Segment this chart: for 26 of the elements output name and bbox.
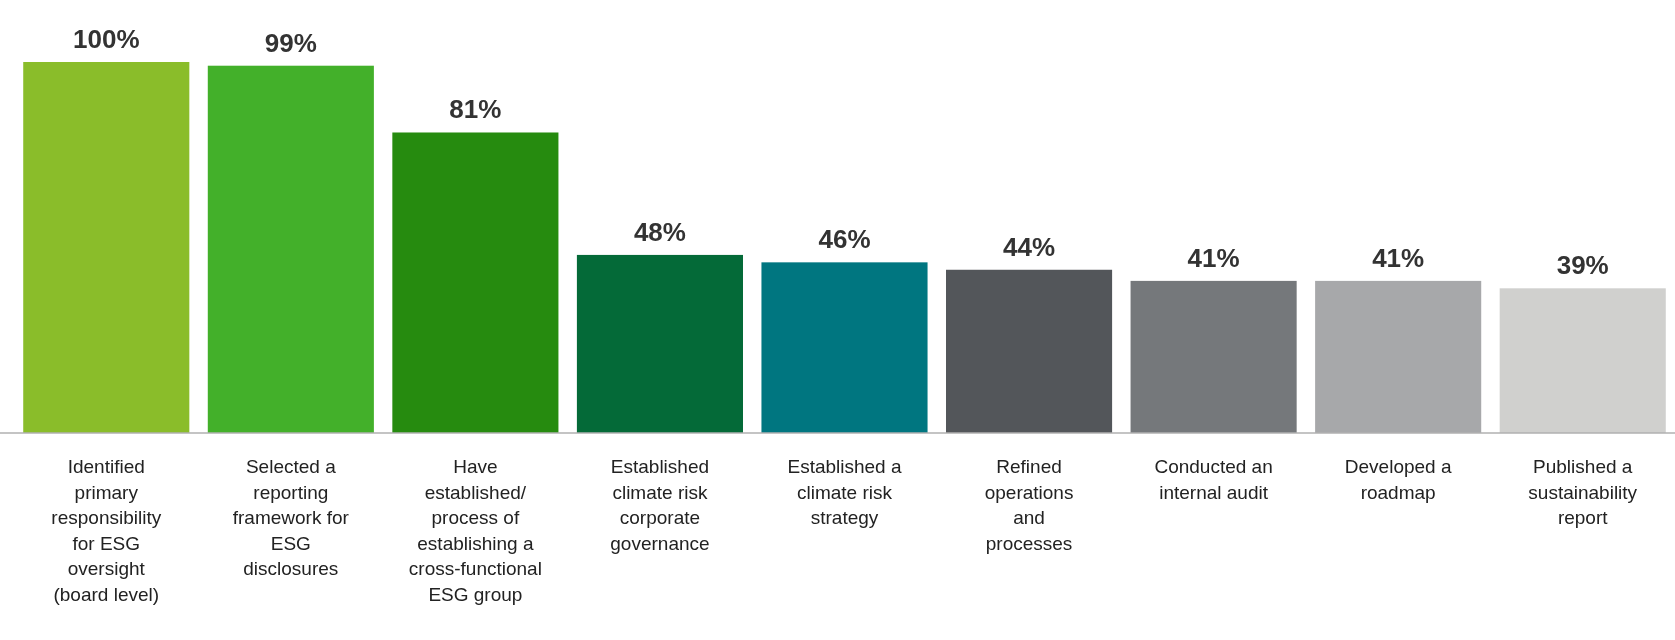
data-label: 48% <box>633 216 686 247</box>
x-tick-label: Selected a reporting framework for ESG disclosures <box>232 456 350 579</box>
data-label: 100% <box>73 24 140 54</box>
bar <box>1499 288 1666 433</box>
bar <box>761 262 928 433</box>
x-tick-label: Developed a roadmap <box>1344 456 1452 503</box>
x-tick-label: Have established/ process of establishing a cross-functional ESG group <box>408 456 542 605</box>
x-tick-label: Identified primary responsibility for ESG oversight (board level) <box>51 456 162 605</box>
x-tick-label: Established a climate risk strategy <box>787 456 902 528</box>
bar <box>946 269 1113 433</box>
data-label: 41% <box>1187 242 1240 273</box>
bar <box>1130 280 1297 433</box>
x-tick-label: Established climate risk corporate governance <box>610 456 710 554</box>
data-label: 44% <box>1003 231 1056 262</box>
x-tick-label: Published a sustainability report <box>1528 456 1638 528</box>
data-label: 41% <box>1372 242 1425 273</box>
data-label: 99% <box>264 27 317 58</box>
x-tick-label: Refined operations and processes <box>984 456 1074 554</box>
bar <box>576 254 743 433</box>
data-label: 39% <box>1556 250 1609 281</box>
bar <box>207 65 374 433</box>
data-label: 81% <box>449 94 502 125</box>
x-tick-label: Conducted an internal audit <box>1154 456 1273 503</box>
bar <box>23 62 190 433</box>
bar <box>392 132 559 433</box>
data-label: 46% <box>818 224 871 255</box>
